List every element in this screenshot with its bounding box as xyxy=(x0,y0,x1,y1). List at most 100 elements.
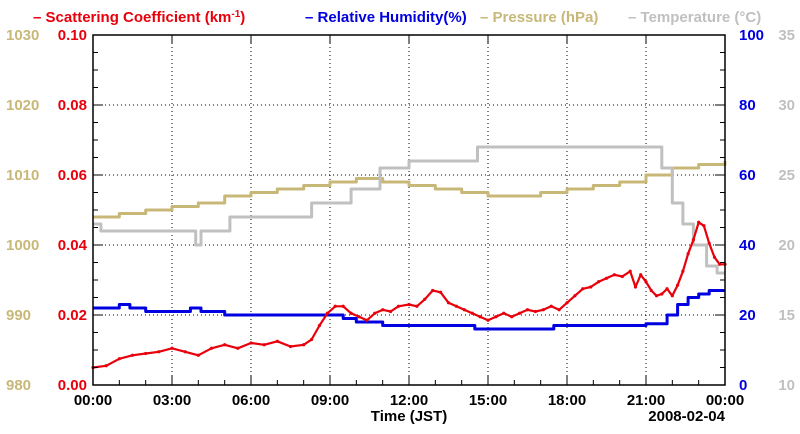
scattering-point xyxy=(541,308,545,312)
scattering-point xyxy=(628,269,632,273)
scattering-point xyxy=(665,287,669,291)
scattering-point xyxy=(649,288,653,293)
x-tick-label: 00:00 xyxy=(706,392,744,409)
x-axis: 00:00 03:00 06:00 09:00 12:00 15:00 18:00 21:00… xyxy=(74,35,744,409)
y-tick-label: 980 xyxy=(6,377,31,394)
scattering-point xyxy=(288,344,293,349)
scattering-point xyxy=(660,292,664,296)
series-line-scattering xyxy=(92,221,725,369)
scattering-point xyxy=(446,301,451,305)
y-tick-label: 990 xyxy=(6,307,31,324)
y-tick-label: 15 xyxy=(778,307,795,324)
scattering-point xyxy=(439,290,443,294)
scattering-point xyxy=(462,308,466,312)
legend-temperature: – Temperature (°C) xyxy=(628,9,761,26)
y-tick-label: 100 xyxy=(739,27,764,44)
legend: – Scattering Coefficient (km-1) – Relati… xyxy=(33,9,761,27)
scattering-point xyxy=(396,304,401,308)
series-line-humidity xyxy=(93,289,725,331)
y-tick-label: 0 xyxy=(739,377,747,394)
scattering-point xyxy=(333,304,337,308)
series-line-pressure xyxy=(93,161,727,219)
y-tick-label: 60 xyxy=(739,167,756,184)
scattering-point xyxy=(639,273,643,277)
scattering-point xyxy=(365,318,369,322)
y-tick-label: 0.02 xyxy=(58,307,87,324)
scattering-point xyxy=(573,294,577,298)
scattering-point xyxy=(117,357,121,361)
scattering-point xyxy=(407,302,411,307)
y-tick-label: 1020 xyxy=(6,97,39,114)
scattering-point xyxy=(373,311,377,315)
y-tick-label: 0.06 xyxy=(58,167,87,184)
scattering-point xyxy=(691,238,696,242)
y-tick-label: 10 xyxy=(778,377,795,394)
scattering-point xyxy=(236,346,240,350)
scattering-point xyxy=(707,241,711,245)
scattering-point xyxy=(486,318,490,322)
x-tick-label: 21:00 xyxy=(627,392,665,409)
x-tick-label: 15:00 xyxy=(469,392,507,409)
scattering-point xyxy=(549,304,553,308)
x-tick-label: 18:00 xyxy=(548,392,586,409)
scattering-point xyxy=(676,283,680,287)
scattering-point xyxy=(275,339,279,343)
y-tick-label: 40 xyxy=(739,237,756,254)
legend-pressure: – Pressure (hPa) xyxy=(480,9,598,26)
y-tick-label: 20 xyxy=(739,307,756,324)
scattering-point xyxy=(494,315,498,319)
y-axis-pressure: 980 990 1000 1010 1020 1030 xyxy=(6,27,39,394)
scattering-point xyxy=(533,309,538,314)
y-tick-label: 30 xyxy=(778,97,795,114)
x-tick-label: 03:00 xyxy=(153,392,191,409)
y-tick-label: 20 xyxy=(778,237,795,254)
scattering-point xyxy=(223,343,227,347)
scattering-point xyxy=(604,276,609,280)
scattering-point xyxy=(644,280,648,284)
scattering-point xyxy=(317,323,322,328)
y-tick-label: 0.00 xyxy=(58,377,87,394)
gridlines xyxy=(93,35,725,385)
x-tick-label: 06:00 xyxy=(232,392,270,409)
scattering-point xyxy=(470,311,474,315)
scattering-point xyxy=(209,346,214,350)
scattering-point xyxy=(718,262,722,266)
scattering-point xyxy=(565,301,569,305)
scattering-point xyxy=(697,220,701,224)
y-axis-scattering: 0.00 0.02 0.04 0.06 0.08 0.10 xyxy=(58,27,103,394)
scattering-point xyxy=(423,297,427,301)
scattering-point xyxy=(130,353,135,357)
scattering-point xyxy=(196,353,200,357)
scattering-point xyxy=(357,315,361,319)
scattering-point xyxy=(341,304,345,308)
scattering-point xyxy=(597,280,601,284)
scattering-point xyxy=(525,308,530,312)
y-axis-humidity: 0 20 40 60 80 100 xyxy=(715,27,764,394)
x-tick-label: 12:00 xyxy=(390,392,428,409)
y-tick-label: 35 xyxy=(778,27,795,44)
scattering-point xyxy=(670,294,674,298)
x-tick-label: 00:00 xyxy=(74,392,112,409)
y-tick-label: 0.04 xyxy=(58,237,88,254)
scattering-point xyxy=(170,346,174,350)
y-tick-label: 1030 xyxy=(6,27,39,44)
scattering-point xyxy=(249,341,253,345)
x-tick-label: 09:00 xyxy=(311,392,349,409)
date-label: 2008-02-04 xyxy=(648,408,725,425)
scattering-point xyxy=(478,315,482,319)
scattering-point xyxy=(712,255,717,259)
y-tick-label: 1010 xyxy=(6,167,39,184)
scattering-point xyxy=(557,308,561,312)
scattering-point xyxy=(415,304,419,308)
y-tick-label: 25 xyxy=(778,167,795,184)
scattering-point xyxy=(620,274,624,279)
y-axis-temperature: 10 15 20 25 30 35 xyxy=(778,27,795,394)
scattering-point xyxy=(518,311,522,315)
scattering-point xyxy=(104,364,108,368)
y-tick-label: 80 xyxy=(739,97,756,114)
scattering-point xyxy=(633,285,638,289)
scattering-point xyxy=(381,308,385,312)
scattering-point xyxy=(454,304,458,308)
scattering-point xyxy=(686,252,690,256)
